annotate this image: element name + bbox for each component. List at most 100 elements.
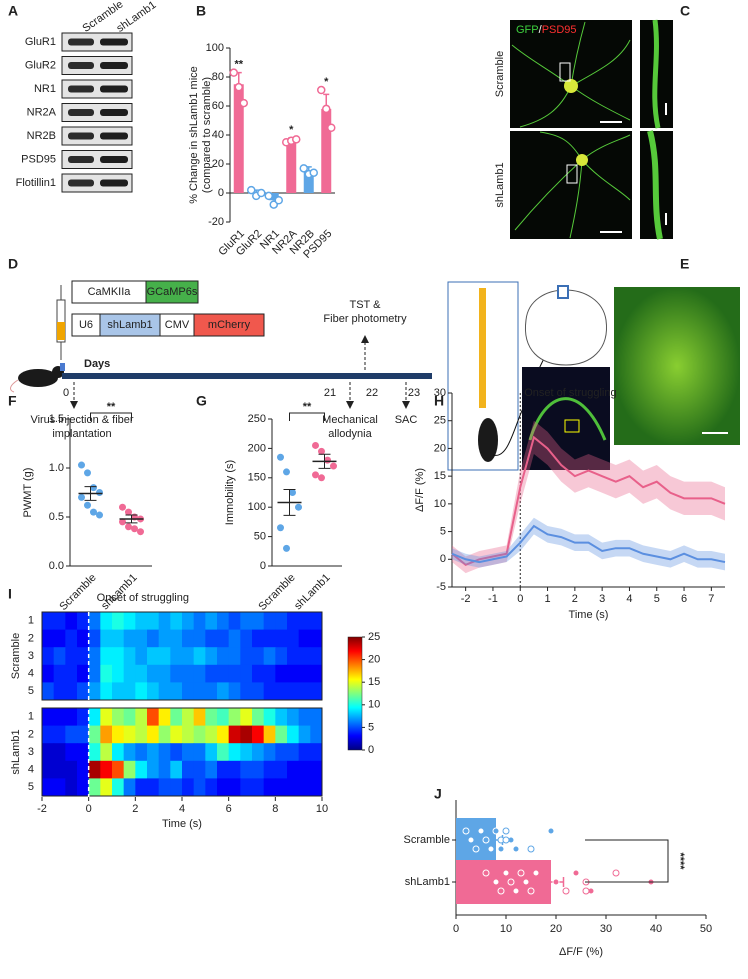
colorbar-tick-label: 10 [368,699,380,711]
heatmap-cell [88,647,101,666]
heatmap-cell [182,629,195,648]
data-point [547,827,555,835]
heatmap-cell [263,708,276,727]
significance: ** [234,59,243,71]
heatmap-cell [287,682,300,701]
heatmap-cell [100,708,113,727]
significance-bracket [289,412,325,421]
zoom-box [566,164,578,184]
heatmap-cell [158,708,171,727]
y-axis-label: PWMT (g) [22,468,34,518]
heatmap-cell [228,778,241,797]
heatmap-cell [42,629,55,648]
data-point [497,845,505,853]
heatmap-cell [112,725,125,744]
data-point [283,468,290,476]
colorbar-tick-label: 20 [368,654,380,666]
data-point [317,85,326,95]
significance-bracket [585,839,669,883]
heatmap-cell [193,743,206,762]
x-tick-label: 0 [517,593,523,605]
heatmap-cell [65,664,78,683]
heatmap-cell [217,682,230,701]
panel-label: J [434,786,442,802]
x-tick-label: Scramble [256,572,297,613]
arrow-head [346,401,354,409]
heatmap-cell [135,629,148,648]
heatmap-cell [147,708,160,727]
construct-box [145,280,199,304]
heatmap-cell [193,760,206,779]
heatmap-cell [193,664,206,683]
heatmap-cell [112,778,125,797]
heatmap-cell [65,725,78,744]
data-point [522,878,530,886]
data-point [277,524,284,532]
heatmap-cell [228,629,241,648]
blot-row-label: NR2B [27,130,56,142]
heatmap-cell [287,612,300,631]
y-tick-label: 25 [434,415,446,427]
panel-label: E [680,256,689,272]
blot-strip [61,126,133,146]
heatmap-cell [275,743,288,762]
data-point [532,869,540,877]
heatmap-cell [100,647,113,666]
row-label: 5 [28,781,34,793]
heatmap-cell [240,664,253,683]
significance: * [324,76,329,88]
heatmap-cell [205,743,218,762]
day-label: 21 [324,387,336,399]
heatmap-cell [298,778,311,797]
heatmap-cell [42,682,55,701]
heatmap-cell [205,725,218,744]
day-label: 23 [408,387,420,399]
data-point [277,453,284,461]
heatmap-cell [275,760,288,779]
data-point [482,836,490,844]
x-tick-label: 8 [272,803,278,815]
data-point [527,887,535,895]
heatmap-cell [217,629,230,648]
blot-band [100,38,128,46]
heatmap-cell [123,725,136,744]
heatmap-cell [240,743,253,762]
heatmap-cell [112,682,125,701]
heatmap-cell [228,708,241,727]
neurites [511,19,663,240]
data-point [234,82,243,92]
heatmap-cell [88,612,101,631]
heatmap-cell [263,664,276,683]
blot-strip [61,32,133,52]
heatmap-cell [135,682,148,701]
heatmap-cell [42,760,55,779]
heatmap-cell [228,647,241,666]
heatmap-cell [123,629,136,648]
heatmap-cell [252,725,265,744]
x-tick-label: 6 [226,803,232,815]
heatmap-cell [240,647,253,666]
x-tick-label: -1 [488,593,498,605]
heatmap-cell [123,778,136,797]
data-point [131,525,138,533]
data-point [84,501,91,509]
heatmap-cell [88,682,101,701]
panel-label: D [8,256,18,272]
heatmap-cell [65,682,78,701]
blot-band [68,85,94,93]
y-tick-label: 5 [440,525,446,537]
heatmap-cell [287,647,300,666]
heatmap-cell [193,629,206,648]
stain-text: PSD95 [542,24,577,36]
data-point [283,544,290,552]
heatmap-cell [65,760,78,779]
heatmap-cell [275,778,288,797]
heatmap-cell [182,760,195,779]
heatmap-cell [205,629,218,648]
significance: * [289,124,294,136]
y-tick-label: -20 [208,216,224,228]
heatmap-cell [112,708,125,727]
heatmap-cell [263,760,276,779]
data-point [78,461,85,469]
